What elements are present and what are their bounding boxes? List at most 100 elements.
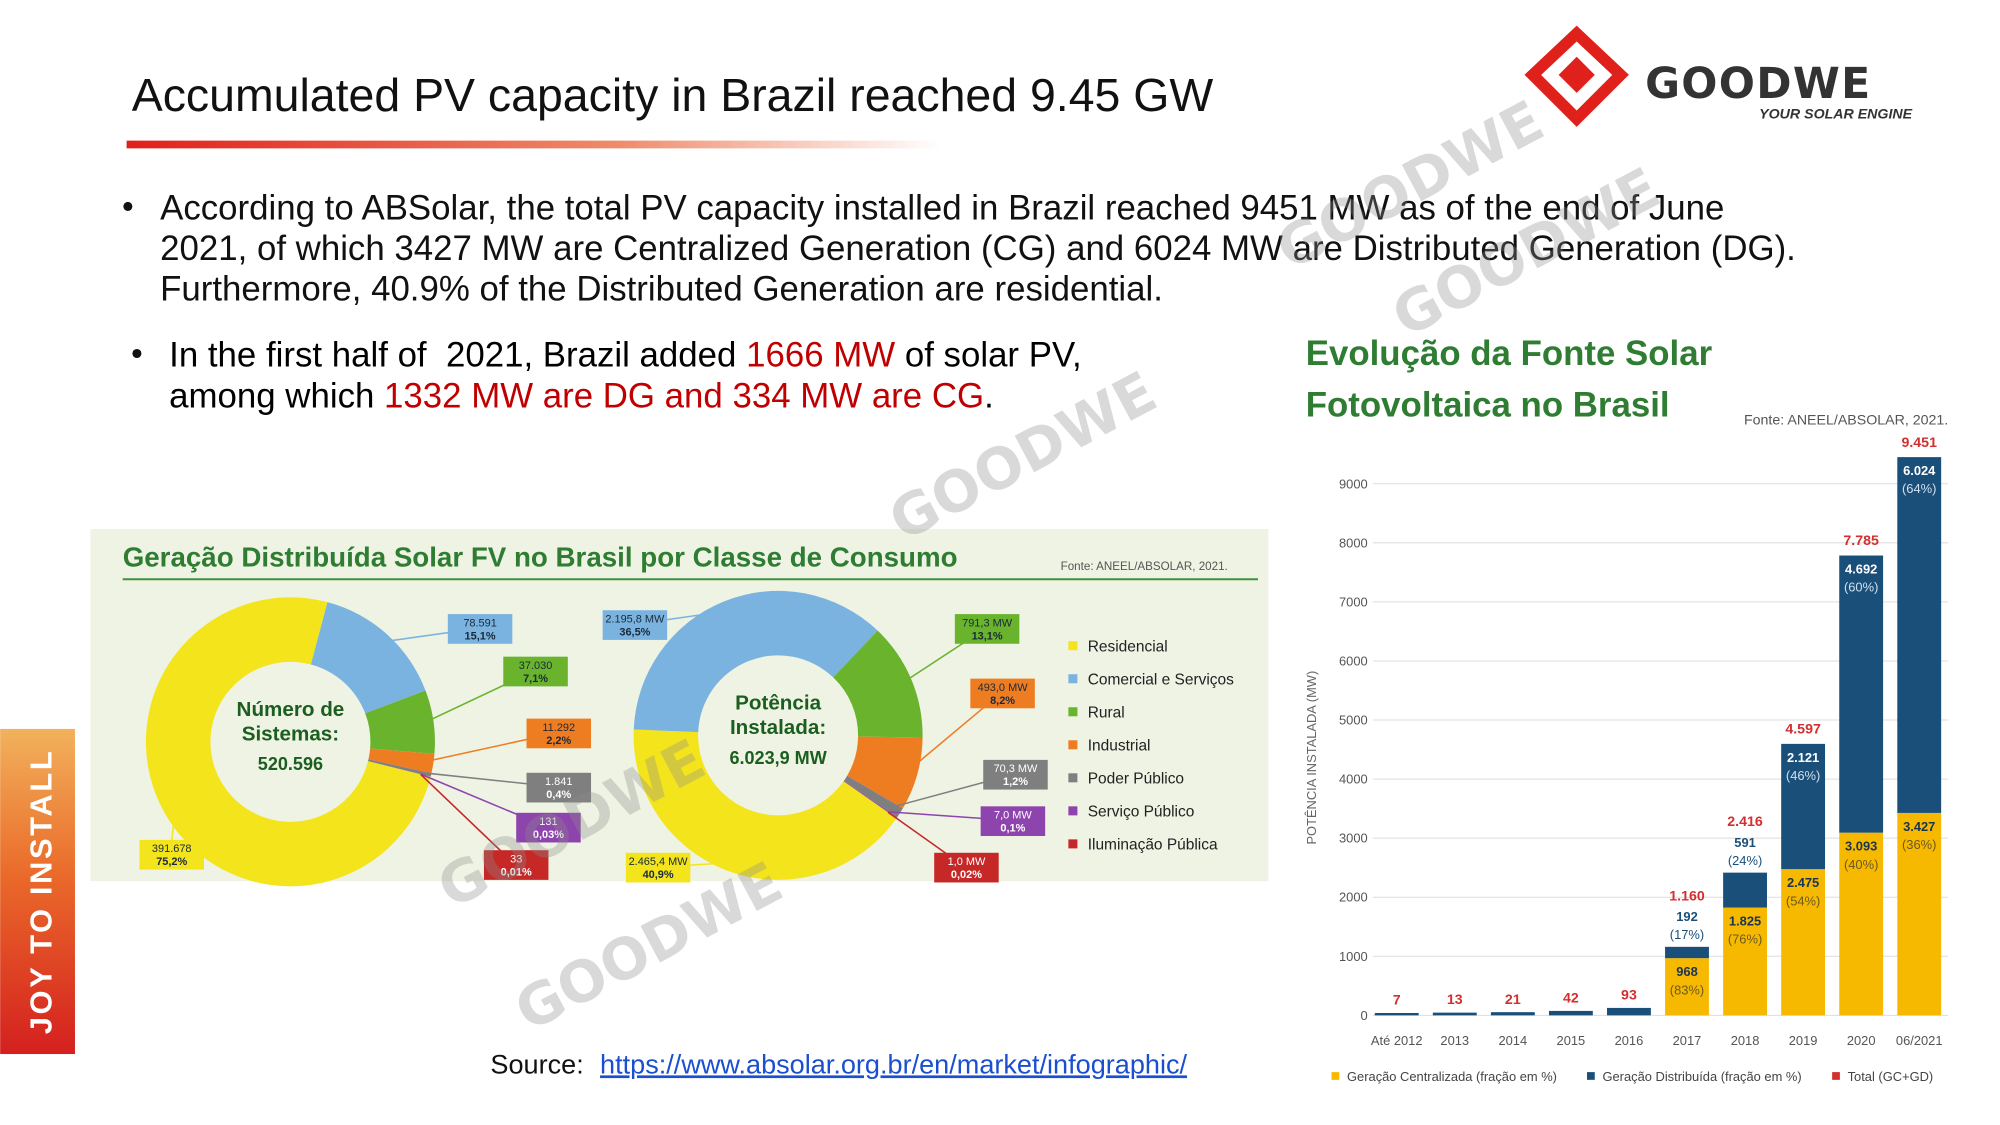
callout-box: [483, 850, 549, 880]
legend-swatch: [1587, 1072, 1595, 1080]
callout-box: [983, 759, 1048, 790]
percent-label: (17%): [1670, 927, 1704, 942]
value-label: 7,0 MW: [994, 810, 1032, 822]
percent-label: 0,1%: [1000, 822, 1025, 834]
bullet-line: Furthermore, 40.9% of the Distributed Ge…: [160, 270, 1163, 309]
center-total: 6.023,9 MW: [729, 748, 827, 768]
bar-segment: [1665, 958, 1709, 1016]
percent-label: 0,03%: [533, 829, 564, 841]
source-link[interactable]: https://www.absolar.org.br/en/market/inf…: [600, 1048, 1187, 1079]
x-tick-label: 2015: [1557, 1033, 1586, 1048]
legend-swatch: [1068, 740, 1078, 750]
value-label: 968: [1676, 964, 1698, 979]
value-label: 78.591: [463, 617, 497, 629]
value-label: 131: [539, 816, 557, 828]
percent-label: 36,5%: [619, 626, 650, 638]
donut-segment: [368, 748, 435, 774]
donut-segment: [368, 761, 431, 777]
donut-segment: [633, 590, 878, 733]
y-tick-label: 1000: [1339, 949, 1368, 964]
bar-segment: [1723, 907, 1767, 1016]
legend-swatch: [1068, 806, 1078, 816]
chart-title: Geração Distribuída Solar FV no Brasil p…: [123, 541, 958, 572]
percent-label: (40%): [1844, 857, 1878, 872]
value-label: 591: [1734, 835, 1756, 850]
value-label: 2.475: [1787, 875, 1819, 890]
x-tick-label: 2016: [1615, 1033, 1644, 1048]
logo-text: GOODWE: [1645, 59, 1871, 109]
percent-label: (83%): [1670, 982, 1704, 997]
text-run: of solar PV,: [895, 335, 1082, 374]
center-label: Sistemas:: [242, 723, 339, 746]
bar-segment: [1781, 743, 1826, 870]
callout-box: [503, 656, 568, 687]
value-label: 6.024: [1903, 463, 1936, 478]
y-tick-label: 8000: [1339, 535, 1368, 550]
bullet-dot: [123, 201, 133, 211]
value-label: 1,0 MW: [948, 856, 986, 868]
bar-segment: [1839, 832, 1884, 1016]
bar: [1432, 1012, 1477, 1016]
legend-label: Rural: [1088, 705, 1125, 722]
percent-label: 75,2%: [156, 856, 187, 868]
y-tick-label: 2000: [1339, 890, 1368, 905]
logo-tagline: YOUR SOLAR ENGINE: [1759, 107, 1912, 123]
percent-label: 0,01%: [501, 866, 532, 878]
y-tick-label: 6000: [1339, 653, 1368, 668]
value-label: 391.678: [152, 843, 192, 855]
legend-swatch: [1068, 674, 1078, 684]
legend-label: Geração Distribuída (fração em %): [1602, 1069, 1801, 1084]
percent-label: (64%): [1902, 481, 1936, 496]
callout-box: [526, 772, 592, 803]
y-tick-label: 4000: [1339, 772, 1368, 787]
bullet-dot: [132, 348, 142, 359]
donut-segment: [843, 781, 897, 819]
bar: [1374, 1012, 1419, 1016]
logo: GOODWE YOUR SOLAR ENGINE: [1524, 25, 1913, 127]
donut-chart: Geração Distribuída Solar FV no Brasil p…: [90, 528, 1269, 887]
total-label: 9.451: [1901, 435, 1937, 451]
callout-box: [447, 614, 513, 644]
total-label: 21: [1505, 992, 1521, 1008]
bar-segment: [1839, 555, 1884, 833]
legend-label: Serviço Público: [1088, 804, 1195, 821]
callout-box: [625, 852, 691, 883]
percent-label: (60%): [1844, 580, 1878, 595]
value-label: 493,0 MW: [978, 682, 1029, 694]
x-tick-label: 2018: [1731, 1033, 1760, 1048]
logo-mark-inner: [1558, 56, 1595, 93]
chart-title: Fotovoltaica no Brasil: [1306, 386, 1670, 425]
legend-label: Iluminação Pública: [1088, 837, 1218, 854]
value-label: 2.465,4 MW: [629, 856, 689, 868]
chart-source: Fonte: ANEEL/ABSOLAR, 2021.: [1061, 560, 1228, 573]
side-label: JOY TO INSTALL: [24, 749, 59, 1035]
logo-mark: [1524, 25, 1629, 127]
y-axis-label: POTÊNCIA INSTALADA (MW): [1304, 671, 1319, 845]
legend-swatch: [1068, 707, 1078, 717]
x-tick-label: 06/2021: [1896, 1033, 1943, 1048]
center-label: Instalada:: [730, 716, 826, 739]
value-label: 33: [510, 853, 522, 865]
percent-label: 0,02%: [951, 869, 982, 881]
leader-line: [420, 773, 516, 865]
bullet-line: among which 1332 MW are DG and 334 MW ar…: [169, 377, 994, 416]
y-tick-label: 0: [1361, 1008, 1368, 1023]
value-label: 11.292: [542, 722, 575, 734]
bar-segment: [1897, 457, 1942, 813]
bar: [1607, 1007, 1651, 1016]
donut-segment: [633, 729, 897, 880]
total-label: 42: [1563, 991, 1579, 1007]
legend-swatch: [1832, 1072, 1840, 1080]
legend-label: Poder Público: [1088, 771, 1184, 788]
value-label: 791,3 MW: [962, 617, 1013, 629]
text-run: 1332 MW are DG and 334 MW are CG: [384, 377, 984, 416]
donut-segment: [310, 602, 426, 714]
x-tick-label: Até 2012: [1371, 1033, 1423, 1048]
callout-box: [934, 852, 999, 883]
percent-label: 40,9%: [643, 869, 674, 881]
bar-segment: [1897, 812, 1942, 1016]
value-label: 70,3 MW: [994, 763, 1038, 775]
value-label: 1.825: [1729, 914, 1761, 929]
